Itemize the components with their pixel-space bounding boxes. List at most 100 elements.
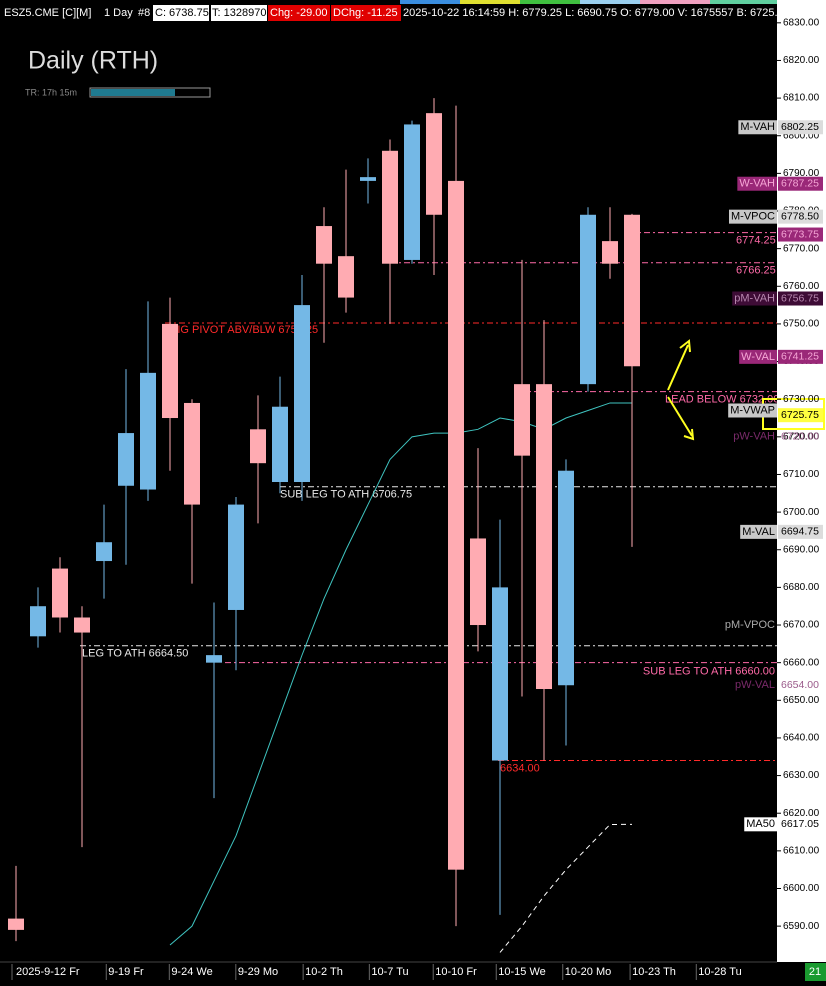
tag-name: MA50: [746, 818, 775, 830]
candle-body: [118, 433, 134, 486]
y-tick-label: 6700.00: [783, 507, 820, 518]
candle-body: [448, 180, 464, 870]
level-label: SUB LEG TO ATH 6706.75: [280, 489, 412, 501]
y-tick-label: 6810.00: [783, 93, 820, 104]
tag-value: 6778.50: [781, 210, 819, 222]
tag-value-box: [778, 349, 823, 364]
tag-value-box: [778, 120, 823, 135]
candle-body: [426, 113, 442, 215]
y-axis-panel: [777, 0, 826, 962]
level-label: 6634.00: [500, 762, 540, 774]
tag-name-box: [738, 120, 777, 135]
arrow: [667, 396, 693, 437]
y-tick-label: 6790.00: [783, 168, 820, 179]
y-tick-label: 6690.00: [783, 544, 820, 555]
tag-name: M-VAL: [742, 526, 775, 538]
y-tick-label: 6650.00: [783, 695, 820, 706]
bar-number: #8: [138, 7, 150, 19]
x-tick-label: 10-7 Tu: [371, 966, 408, 978]
tick-count: T: 1328970: [212, 7, 266, 19]
arrow-head: [679, 339, 691, 353]
status-strip: [460, 0, 520, 4]
tag-name: pW-VAL: [735, 679, 775, 691]
y-tick-label: 6800.00: [783, 130, 820, 141]
level-label: 6774.25: [736, 235, 776, 247]
y-tick-label: 6710.00: [783, 469, 820, 480]
level-label: SIG PIVOT ABV/BLW 6750.25: [170, 324, 318, 336]
timer-bar: [89, 87, 211, 98]
y-tick-label: 6680.00: [783, 582, 820, 593]
candle-body: [602, 241, 618, 264]
candle-body: [206, 655, 222, 663]
tag-value: 6617.05: [781, 818, 819, 830]
tag-name-box: [732, 291, 777, 306]
box: [153, 5, 209, 21]
candle-body: [228, 504, 244, 610]
tag-value-box: [778, 176, 823, 191]
tag-name: M-VPOC: [731, 211, 775, 223]
candle-body: [294, 305, 310, 482]
y-tick-label: 6660.00: [783, 657, 820, 668]
y-tick-label: 6770.00: [783, 243, 820, 254]
level-label: 6766.25: [736, 265, 776, 277]
candle-body: [52, 568, 68, 618]
tag-value-box: [778, 817, 823, 832]
y-tick-label: 6640.00: [783, 733, 820, 744]
candle-body: [140, 372, 156, 490]
x-tick-label: 9-19 Fr: [108, 966, 144, 978]
header: ESZ5.CME [C][M] 1 Day #8 C: 6738.75 T: 1…: [4, 5, 778, 21]
tag-name-box: [740, 524, 777, 539]
tag-value: 6756.75: [781, 292, 819, 304]
candle-body: [8, 918, 24, 930]
y-tick-label: 6670.00: [783, 620, 820, 631]
y-tick-label: 6830.00: [783, 17, 820, 28]
candle-body: [404, 124, 420, 260]
symbol: ESZ5.CME [C][M]: [4, 7, 91, 19]
tag-value: 6725.75: [781, 409, 819, 421]
tag-value: 6773.75: [781, 228, 819, 240]
tag-name-box: [728, 403, 777, 418]
tag-name: W-VAH: [739, 178, 775, 190]
corner-label: 21: [809, 966, 821, 978]
candle-body: [382, 150, 398, 264]
tag-value: 6694.75: [781, 526, 819, 538]
candle-body: [558, 470, 574, 686]
x-tick-label: 2025-9-12 Fr: [16, 966, 80, 978]
x-tick-label: 10-10 Fr: [435, 966, 477, 978]
candle-body: [492, 587, 508, 761]
x-tick-label: 10-15 We: [498, 966, 546, 978]
candle-body: [74, 617, 90, 633]
axis-tag: M-VAL 6694.75: [740, 524, 823, 539]
tag-name: M-VAH: [740, 121, 775, 133]
tag-value: 6802.25: [781, 121, 819, 133]
x-tick-label: 10-28 Tu: [698, 966, 741, 978]
tag-name-box: [744, 817, 777, 832]
arrow-head: [683, 428, 695, 441]
axis-tag: M-VPOC 6778.50: [729, 209, 823, 224]
axis-tag: M-VAH 6802.25: [738, 120, 823, 135]
arrow: [667, 344, 689, 391]
x-tick-label: 9-24 We: [171, 966, 212, 978]
tag-value: 6720.00: [781, 431, 819, 443]
tag-name-box: [739, 349, 777, 364]
axis-tag: pW-VAL 6654.00: [735, 679, 819, 691]
level-label: SUB LEG TO ATH 6660.00: [643, 666, 775, 678]
x-tick-label: 10-2 Th: [305, 966, 343, 978]
tag-name: pM-VAH: [734, 292, 775, 304]
level-label: LEAD BELOW 6732.00: [665, 394, 779, 406]
y-tick-label: 6620.00: [783, 808, 820, 819]
axis-tag: pM-VAH 6756.75: [732, 291, 823, 306]
plot: SIG PIVOT ABV/BLW 6750.25 6774.25 6766.25 L…: [8, 98, 779, 953]
y-tick-label: 6600.00: [783, 883, 820, 894]
x-tick-label: 10-20 Mo: [565, 966, 611, 978]
candle-body: [96, 542, 112, 562]
axis-tag: pW-VAH 6720.00: [733, 431, 819, 443]
candle-body: [316, 226, 332, 264]
x-tick-label: 10-23 Th: [632, 966, 676, 978]
status-strip: [640, 0, 710, 4]
tag-value-box: [778, 408, 823, 423]
chart-title: Daily (RTH): [28, 47, 158, 75]
candle-body: [30, 606, 46, 637]
candle-body: [514, 384, 530, 456]
